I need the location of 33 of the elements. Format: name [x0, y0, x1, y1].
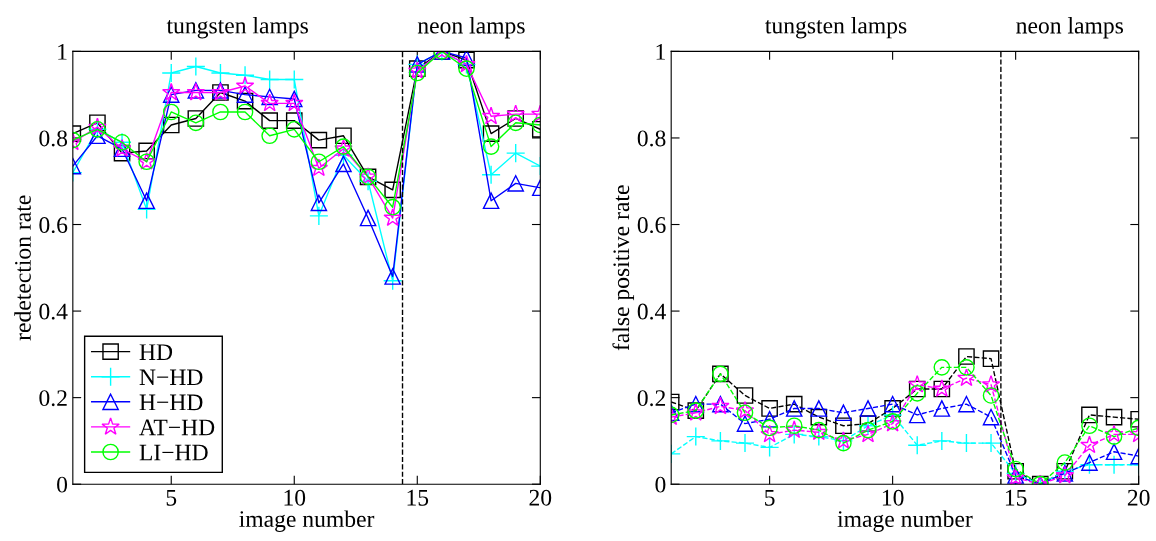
- x-tick-label: 5: [166, 489, 177, 506]
- y-tick-label: 0: [655, 476, 666, 493]
- x-axis-title: image number: [239, 510, 375, 532]
- y-tick-label: 0.2: [637, 390, 666, 407]
- x-axis-title: image number: [837, 510, 973, 532]
- y-tick-label: 0.8: [39, 130, 68, 147]
- y-tick-label: 0.4: [39, 303, 68, 320]
- y-tick-label: 0.8: [637, 130, 666, 147]
- y-tick-label: 0.6: [637, 217, 666, 234]
- x-tick-label: 20: [529, 489, 552, 506]
- text: neon lamps: [1016, 17, 1124, 39]
- x-tick-label: 20: [1127, 489, 1150, 506]
- legend-label: HD: [139, 344, 173, 360]
- text: neon lamps: [417, 17, 525, 39]
- text: tungsten lamps: [765, 16, 907, 39]
- x-tick-label: 15: [407, 489, 429, 506]
- legend-label: LI−HD: [139, 444, 208, 461]
- x-tick-label: 10: [284, 489, 306, 506]
- legend-label: N−HD: [139, 369, 203, 386]
- y-tick-label: 0.4: [637, 303, 666, 320]
- x-tick-label: 10: [882, 489, 904, 506]
- y-tick-label: 1: [656, 44, 665, 60]
- x-tick-label: 5: [765, 489, 775, 506]
- legend-label: AT−HD: [139, 419, 215, 436]
- x-tick-label: 15: [1005, 489, 1027, 506]
- y-axis-title: false positive rate: [612, 185, 635, 351]
- text: tungsten lamps: [166, 16, 308, 39]
- y-tick-label: 0: [57, 476, 68, 493]
- y-axis-title: redetection rate: [14, 195, 31, 341]
- y-tick-label: 0.6: [39, 217, 68, 234]
- legend-label: H−HD: [139, 394, 203, 411]
- y-tick-label: 1: [58, 44, 67, 60]
- y-tick-label: 0.2: [39, 390, 67, 407]
